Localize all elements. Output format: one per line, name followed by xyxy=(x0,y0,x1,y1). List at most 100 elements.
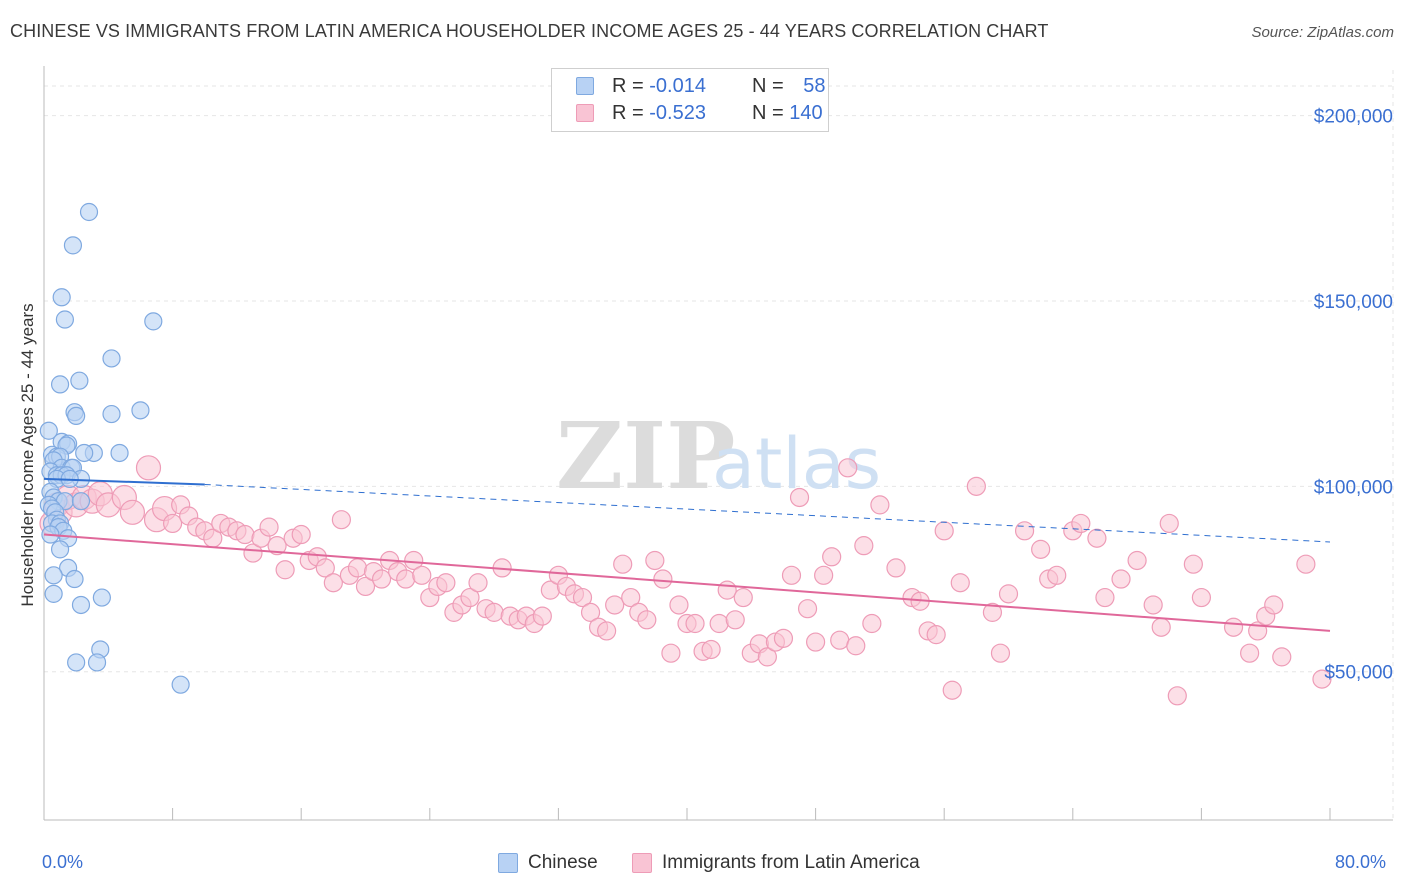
chinese-point xyxy=(75,443,94,463)
latin-point xyxy=(934,521,954,541)
latin-point xyxy=(1111,569,1131,589)
latin-point xyxy=(942,680,962,700)
latin-point xyxy=(725,610,745,630)
chinese-point xyxy=(44,566,63,585)
legend-n-label: N = xyxy=(752,75,790,97)
latin-point xyxy=(605,595,625,615)
latin-point xyxy=(572,587,593,608)
chinese-point xyxy=(144,312,163,331)
latin-point xyxy=(1191,587,1212,608)
latin-point xyxy=(1223,617,1244,637)
latin-point xyxy=(1151,617,1171,637)
latin-point xyxy=(1296,554,1316,574)
chinese-point xyxy=(63,236,83,255)
chinese-point xyxy=(92,588,111,607)
latin-point xyxy=(621,587,641,608)
latin-trend-line xyxy=(43,533,1331,632)
latin-point xyxy=(412,565,432,585)
latin-point xyxy=(886,558,906,578)
chinese-point xyxy=(67,653,86,672)
legend-r-value: -0.523 xyxy=(649,102,706,124)
chinese-swatch xyxy=(576,77,594,95)
latin-point xyxy=(235,524,255,545)
latin-point xyxy=(950,573,970,593)
chinese-point xyxy=(52,288,71,307)
chinese-series xyxy=(39,202,190,694)
latin-point xyxy=(838,458,858,478)
latin-point xyxy=(701,639,721,660)
y-tick-label: $150,000 xyxy=(1314,292,1393,313)
latin-point xyxy=(1031,539,1051,559)
latin-point xyxy=(468,573,488,593)
chinese-point xyxy=(71,595,91,615)
latin-point xyxy=(757,647,777,667)
latin-point xyxy=(830,630,850,650)
latin-point xyxy=(1240,643,1260,663)
latin-point xyxy=(331,510,351,530)
watermark: ZIP atlas xyxy=(556,402,881,510)
latin-point xyxy=(267,536,287,556)
latin-point xyxy=(243,543,263,563)
watermark-zip: ZIP xyxy=(556,402,735,510)
chinese-point xyxy=(50,375,70,394)
latin-point xyxy=(717,580,737,600)
latin-point xyxy=(163,513,183,534)
latin-point xyxy=(998,584,1019,604)
legend-r-value: -0.014 xyxy=(649,75,706,97)
latin-point xyxy=(733,587,753,608)
legend-r-label: R = xyxy=(612,75,650,97)
legend-n-value: 58 xyxy=(803,75,826,97)
chinese-point xyxy=(171,675,190,694)
latin-point xyxy=(1159,513,1179,534)
source-label: Source: ZipAtlas.com xyxy=(1251,24,1394,41)
latin-point xyxy=(661,643,681,663)
latin-point xyxy=(135,455,162,481)
latin-point xyxy=(355,576,376,597)
latin-point xyxy=(532,606,552,626)
latin-point xyxy=(404,550,424,571)
chinese-point xyxy=(65,569,84,589)
bottom-legend-latin-label: Immigrants from Latin America xyxy=(662,852,920,873)
latin-point xyxy=(1312,669,1332,689)
chinese-point xyxy=(70,371,89,390)
chinese-swatch xyxy=(498,853,518,873)
chinese-point xyxy=(67,406,86,426)
trend-lines xyxy=(43,477,1331,632)
latin-point xyxy=(1095,587,1115,608)
latin-point xyxy=(597,621,617,641)
latin-point xyxy=(805,632,826,652)
latin-point xyxy=(814,565,834,585)
latin-point xyxy=(119,499,146,525)
chinese-point xyxy=(55,310,74,329)
latin-point xyxy=(580,602,601,622)
chinese-point xyxy=(79,202,99,222)
latin-point xyxy=(1183,554,1203,574)
latin-point xyxy=(291,524,311,545)
latin-point xyxy=(709,613,729,634)
latin-point xyxy=(797,599,818,619)
chinese-point xyxy=(50,540,70,559)
latin-point xyxy=(1014,521,1035,541)
chinese-point xyxy=(110,443,129,463)
latin-series xyxy=(39,455,1332,706)
chinese-point xyxy=(87,653,107,672)
latin-point xyxy=(323,573,343,593)
latin-point xyxy=(966,476,986,496)
latin-point xyxy=(685,613,705,634)
latin-point xyxy=(275,560,295,580)
latin-point xyxy=(436,573,456,593)
latin-point xyxy=(789,487,810,508)
latin-point xyxy=(1143,595,1163,615)
latin-point xyxy=(484,602,504,622)
latin-point xyxy=(773,628,794,648)
latin-swatch xyxy=(632,853,652,873)
chinese-trend-line xyxy=(43,477,205,486)
x-tick-label-max: 80.0% xyxy=(1335,852,1387,872)
latin-point xyxy=(926,625,946,645)
latin-point xyxy=(669,595,689,615)
latin-swatch xyxy=(576,104,594,122)
latin-point xyxy=(990,643,1011,663)
latin-point xyxy=(781,565,802,585)
latin-point xyxy=(862,613,882,634)
